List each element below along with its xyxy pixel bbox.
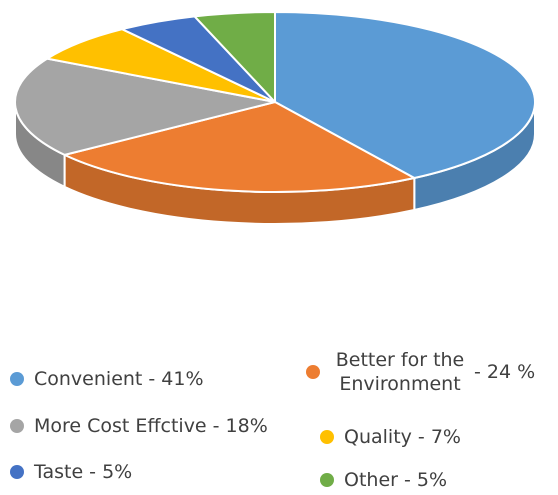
legend-item-convenient: Convenient - 41% bbox=[10, 368, 204, 390]
legend-label-cost-effective: More Cost Effctive - 18% bbox=[34, 415, 268, 437]
legend-marker-taste bbox=[10, 465, 24, 479]
pie-slices bbox=[14, 11, 536, 193]
legend-label-quality: Quality - 7% bbox=[344, 426, 461, 448]
legend-marker-other bbox=[320, 473, 334, 487]
legend-marker-convenient bbox=[10, 372, 24, 386]
legend-item-environment: Better for the Environment - 24 % bbox=[306, 348, 535, 396]
legend-item-other: Other - 5% bbox=[320, 469, 447, 491]
pie-chart bbox=[14, 11, 536, 225]
pie-slice-more-cost-effctive bbox=[14, 57, 276, 156]
pie-slice-other bbox=[193, 11, 276, 103]
legend-item-taste: Taste - 5% bbox=[10, 461, 132, 483]
chart-legend: Convenient - 41% Better for the Environm… bbox=[0, 330, 558, 495]
pie-slice-quality bbox=[46, 28, 276, 103]
legend-item-cost-effective: More Cost Effctive - 18% bbox=[10, 415, 268, 437]
legend-item-quality: Quality - 7% bbox=[320, 426, 461, 448]
legend-marker-quality bbox=[320, 430, 334, 444]
legend-label-convenient: Convenient - 41% bbox=[34, 368, 204, 390]
legend-label-other: Other - 5% bbox=[344, 469, 448, 491]
legend-value-environment: - 24 % bbox=[474, 361, 536, 383]
pie-slice-better-for-the-environment bbox=[63, 101, 416, 193]
legend-label-taste: Taste - 5% bbox=[34, 461, 133, 483]
legend-marker-cost-effective bbox=[10, 419, 24, 433]
legend-marker-environment bbox=[306, 365, 320, 379]
legend-label-environment: Better for the Environment bbox=[335, 349, 465, 395]
